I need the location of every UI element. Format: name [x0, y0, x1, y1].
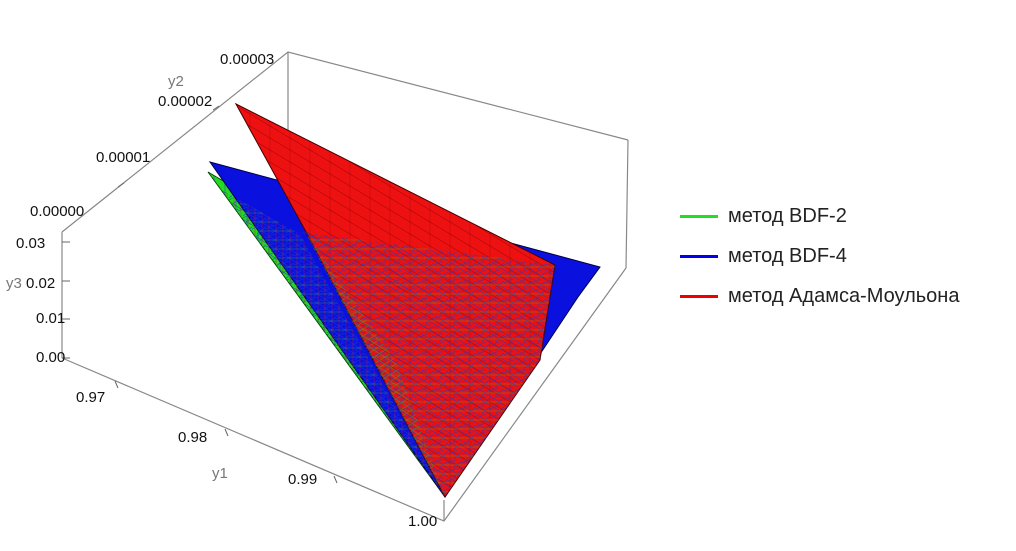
y2-tick-2: 0.00002: [158, 93, 212, 110]
legend-item-bdf2: метод BDF-2: [680, 196, 959, 236]
y3-tick-2: 0.02: [26, 275, 55, 292]
legend-label-adams-moulton: метод Адамса-Моульона: [728, 284, 960, 307]
y2-tick-1: 0.00001: [96, 149, 150, 166]
y1-tick-0: 0.97: [76, 389, 105, 406]
legend: метод BDF-2 метод BDF-4 метод Адамса-Моу…: [680, 196, 959, 316]
y3-tick-1: 0.01: [36, 310, 65, 327]
series-adams-moulton-surface: [234, 102, 556, 498]
legend-swatch-bdf2: [680, 214, 718, 218]
y3-axis-label: y3: [6, 275, 22, 292]
y3-tick-3: 0.03: [16, 235, 45, 252]
box-front-edges: [61, 267, 627, 522]
y1-tick-3: 1.00: [408, 513, 437, 530]
y3-tick-0: 0.00: [36, 349, 65, 366]
legend-item-bdf4: метод BDF-4: [680, 236, 959, 276]
legend-label-bdf2: метод BDF-2: [728, 204, 847, 227]
legend-swatch-adams-moulton: [680, 294, 718, 298]
tick-marks: [62, 105, 338, 484]
y2-tick-3: 0.00003: [220, 51, 274, 68]
legend-swatch-bdf4: [680, 254, 718, 258]
y2-axis-label: y2: [168, 73, 184, 90]
legend-item-adams-moulton: метод Адамса-Моульона: [680, 276, 959, 316]
y1-tick-2: 0.99: [288, 471, 317, 488]
y1-axis-label: y1: [212, 465, 228, 482]
y1-tick-1: 0.98: [178, 429, 207, 446]
y2-tick-0: 0.00000: [30, 203, 84, 220]
legend-label-bdf4: метод BDF-4: [728, 244, 847, 267]
